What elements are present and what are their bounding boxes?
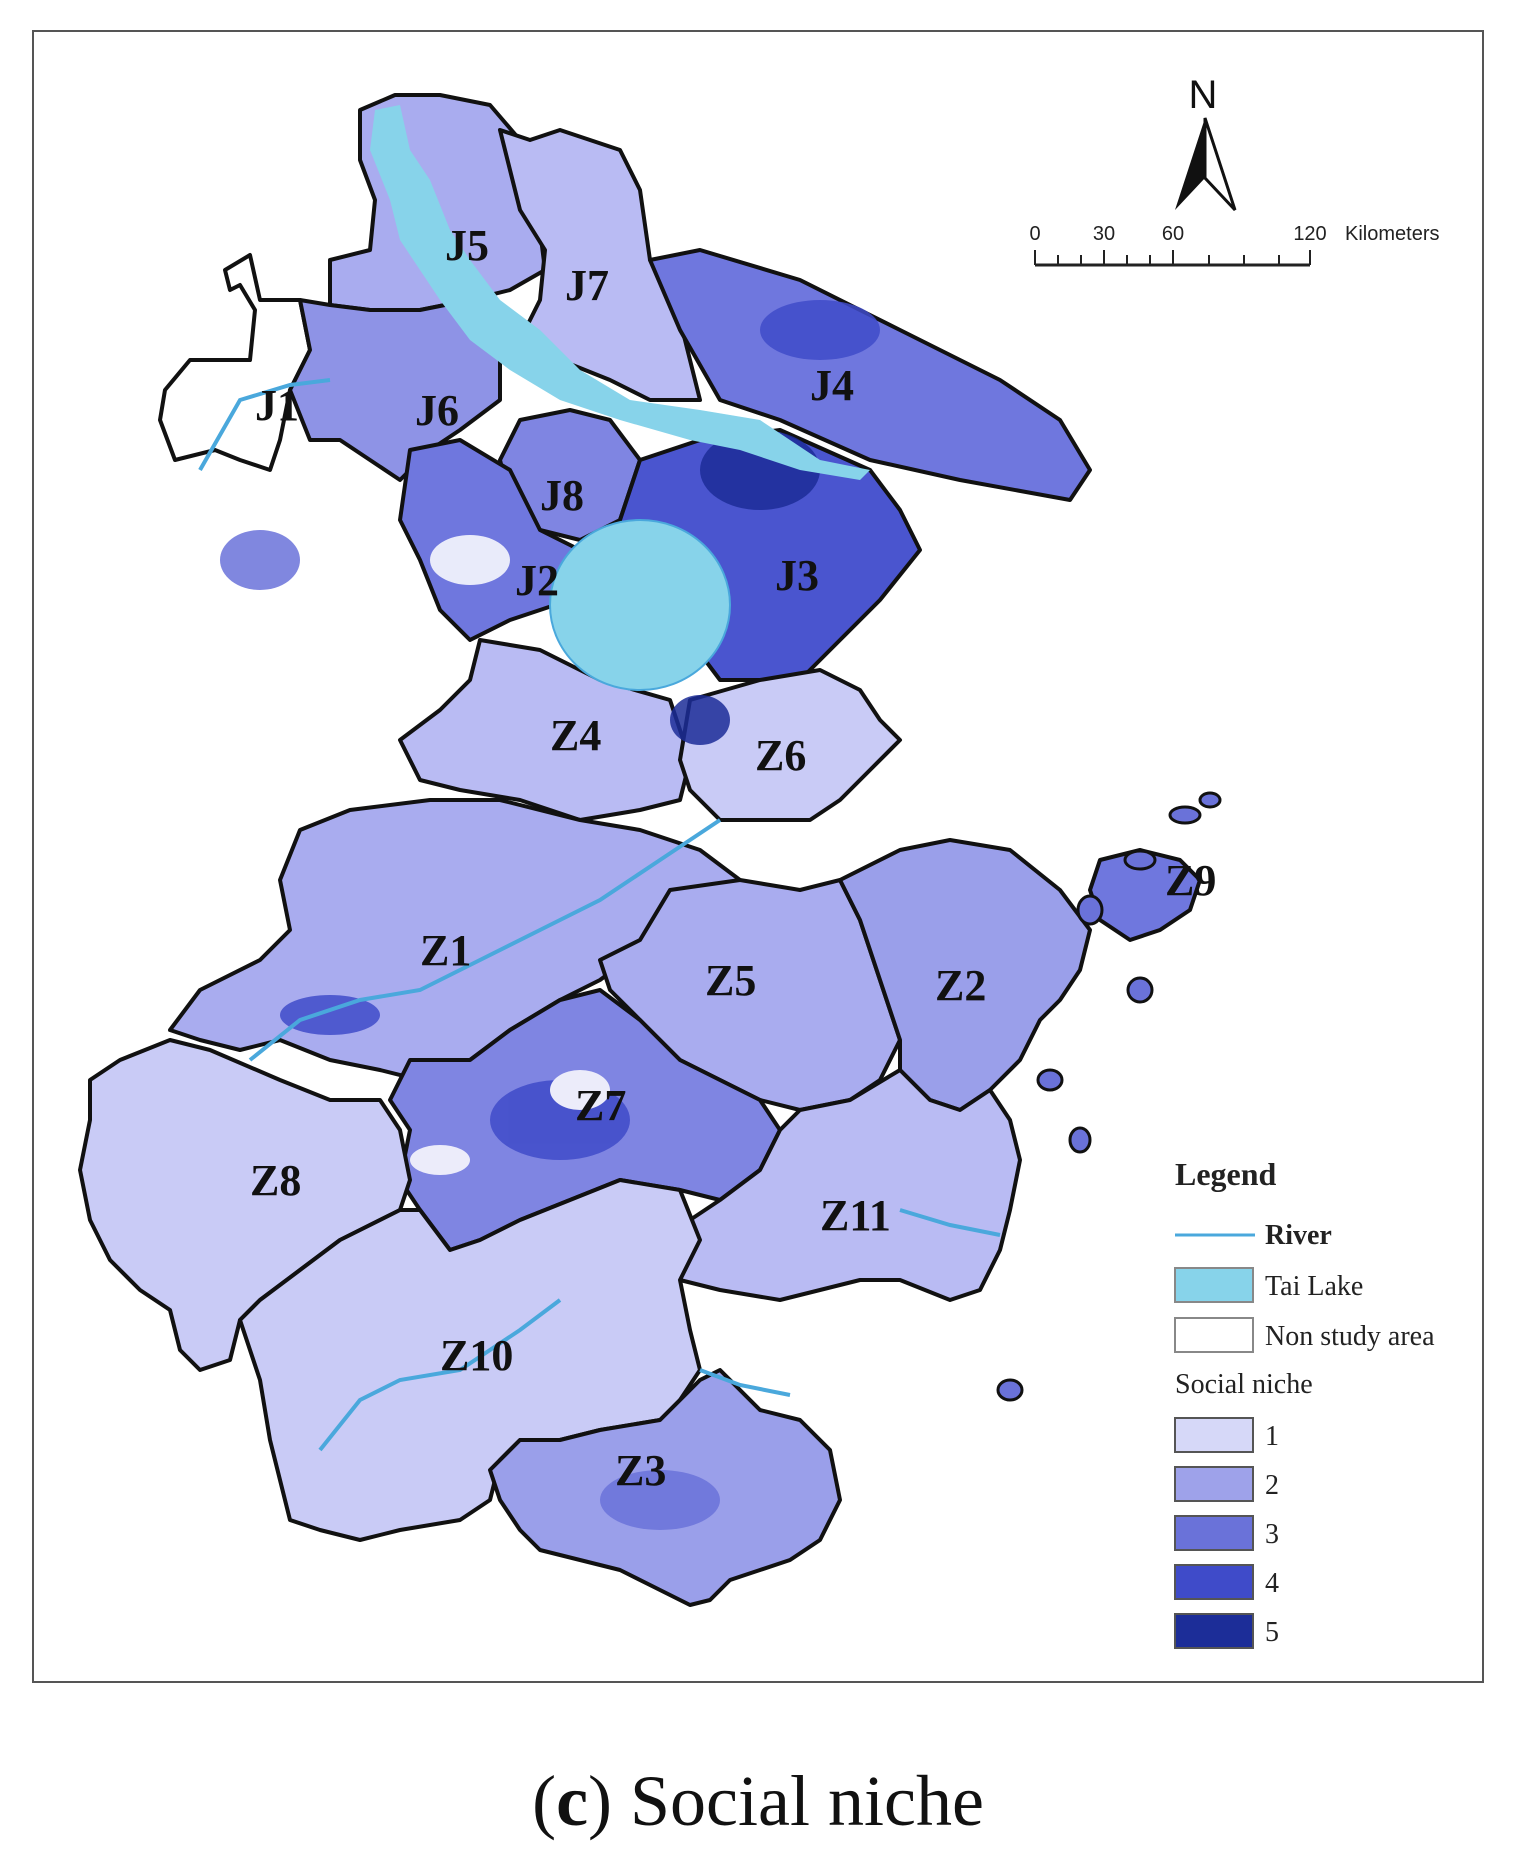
label-Z11: Z11: [820, 1191, 891, 1240]
choropleth-detail: [220, 300, 880, 1530]
map-canvas: J1 J5 J7 J4 J6 J8 J2 J3 Z4 Z6 Z1 Z9 Z5 Z…: [78, 73, 1439, 1649]
region-J6: [288, 298, 502, 482]
island-8: [996, 1378, 1024, 1402]
label-Z4: Z4: [550, 711, 601, 760]
island-1: [1123, 849, 1157, 871]
legend-class-label-2: 2: [1265, 1470, 1279, 1501]
legend-class-label-5: 5: [1265, 1617, 1279, 1648]
legend-class-swatch-4: [1174, 1564, 1254, 1600]
legend: Legend River Tai Lake Non study area Soc…: [1174, 1156, 1435, 1649]
legend-non-study-swatch: [1174, 1317, 1254, 1353]
label-J1: J1: [255, 381, 299, 430]
legend-class-label-1: 1: [1265, 1421, 1279, 1452]
scale-label-30: 30: [1093, 223, 1115, 245]
label-J8: J8: [540, 471, 584, 520]
label-J5: J5: [445, 221, 489, 270]
river-z3: [699, 1368, 791, 1397]
dark-patch-z4: [670, 695, 730, 745]
tai-lake: [549, 519, 731, 691]
dark-patch-z3: [600, 1470, 720, 1530]
legend-class-swatch-5: [1174, 1613, 1254, 1649]
island-6: [1036, 1068, 1064, 1092]
label-J7: J7: [565, 261, 609, 310]
legend-class-swatch-1: [1174, 1417, 1254, 1453]
island-3: [1198, 791, 1222, 809]
caption-letter: c: [556, 1761, 589, 1841]
legend-title: Legend: [1175, 1156, 1277, 1192]
region-polygons: [78, 93, 1202, 1607]
label-J2: J2: [515, 556, 559, 605]
north-arrow-left: [1175, 118, 1205, 210]
legend-niche-title: Social niche: [1175, 1369, 1313, 1400]
legend-class-label-4: 4: [1265, 1568, 1279, 1599]
scale-bar: 0 30 60 120 Kilometers: [1029, 223, 1439, 267]
region-J4: [648, 248, 1092, 502]
water-bodies: [198, 105, 1001, 1452]
north-label: N: [1189, 73, 1218, 117]
island-4: [1076, 894, 1104, 926]
region-J7: [498, 128, 702, 402]
dark-patch-z1: [280, 995, 380, 1035]
label-Z5: Z5: [705, 956, 756, 1005]
label-Z9: Z9: [1165, 856, 1216, 905]
dark-patch-j1: [220, 530, 300, 590]
region-J1: [158, 253, 312, 472]
islands: [996, 791, 1222, 1402]
region-Z11: [668, 1068, 1022, 1302]
legend-class-swatch-3: [1174, 1515, 1254, 1551]
island-5: [1126, 976, 1154, 1004]
island-7: [1068, 1126, 1092, 1154]
label-Z1: Z1: [420, 926, 471, 975]
river-z10: [318, 1298, 562, 1452]
label-Z2: Z2: [935, 961, 986, 1010]
river-z1: [248, 818, 722, 1062]
region-labels: J1 J5 J7 J4 J6 J8 J2 J3 Z4 Z6 Z1 Z9 Z5 Z…: [250, 221, 1216, 1495]
label-J4: J4: [810, 361, 854, 410]
label-J6: J6: [415, 386, 459, 435]
river-j1: [198, 378, 331, 471]
figure-caption: (c) Social niche: [532, 1761, 984, 1841]
north-arrow: N: [1175, 73, 1237, 212]
legend-class-swatch-2: [1174, 1466, 1254, 1502]
region-Z6: [678, 668, 902, 822]
white-patch-z8: [410, 1145, 470, 1175]
legend-non-study-label: Non study area: [1265, 1321, 1435, 1352]
label-Z7: Z7: [575, 1081, 626, 1130]
north-arrow-right: [1203, 117, 1237, 212]
white-patch-z7: [550, 1070, 610, 1110]
region-Z2: [838, 838, 1092, 1112]
label-Z10: Z10: [440, 1331, 513, 1380]
river-z11: [899, 1208, 1001, 1237]
scale-label-0: 0: [1029, 223, 1040, 245]
island-2: [1168, 805, 1202, 825]
legend-tai-lake-label: Tai Lake: [1265, 1271, 1363, 1302]
caption-text: Social niche: [630, 1761, 984, 1841]
scale-label-120: 120: [1293, 223, 1326, 245]
white-patch-j2: [430, 535, 510, 585]
label-Z8: Z8: [250, 1156, 301, 1205]
label-Z6: Z6: [755, 731, 806, 780]
label-J3: J3: [775, 551, 819, 600]
scale-unit: Kilometers: [1345, 223, 1439, 245]
legend-classes: 1 2 3 4 5: [1174, 1417, 1279, 1649]
label-Z3: Z3: [615, 1446, 666, 1495]
legend-class-label-3: 3: [1265, 1519, 1279, 1550]
yangtze-river: [370, 105, 870, 480]
legend-river-label: River: [1265, 1220, 1332, 1251]
legend-tai-lake-swatch: [1174, 1267, 1254, 1303]
dark-patch-j4: [760, 300, 880, 360]
scale-label-60: 60: [1162, 223, 1184, 245]
